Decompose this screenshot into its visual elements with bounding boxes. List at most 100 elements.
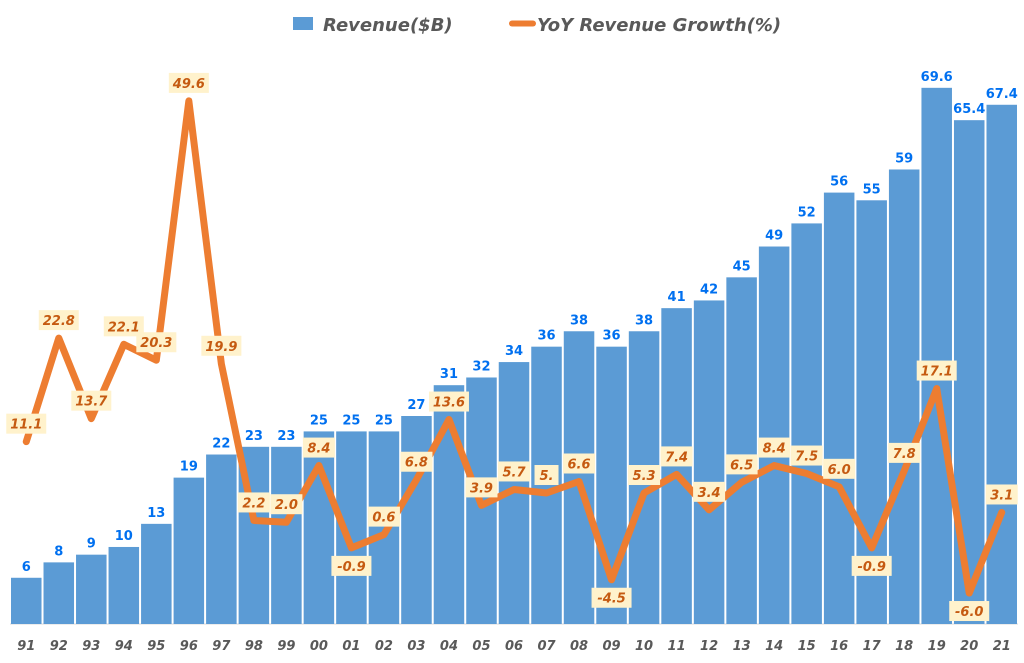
bar-94: [109, 547, 140, 624]
bar-label-06: 34: [505, 344, 523, 359]
growth-label-text: 7.4: [665, 450, 688, 465]
bar-label-16: 56: [830, 175, 848, 190]
growth-label-text: 2.0: [275, 498, 298, 513]
x-tick-91: 91: [17, 639, 35, 654]
legend: Revenue($B) YoY Revenue Growth(%): [293, 15, 781, 36]
bar-label-18: 59: [895, 151, 913, 166]
bar-16: [824, 193, 855, 624]
growth-label-14: 8.4: [758, 438, 790, 458]
bar-12: [694, 300, 725, 624]
bar-92: [44, 562, 75, 624]
growth-label-03: 6.8: [400, 452, 432, 472]
bar-label-13: 45: [733, 259, 751, 274]
bar-label-97: 22: [212, 437, 230, 452]
x-tick-10: 10: [635, 639, 653, 654]
x-tick-21: 21: [993, 639, 1011, 654]
growth-label-text: 5.7: [502, 465, 526, 480]
bar-label-07: 36: [537, 329, 555, 344]
growth-label-06: 5.7: [498, 461, 530, 481]
x-tick-15: 15: [798, 639, 816, 654]
bar-96: [174, 478, 205, 624]
bar-99: [271, 447, 302, 624]
x-tick-12: 12: [700, 639, 718, 654]
bar-label-08: 38: [570, 313, 588, 328]
growth-label-21: 3.1: [986, 484, 1018, 504]
bar-91: [11, 578, 42, 624]
x-tick-96: 96: [180, 639, 198, 654]
growth-label-text: 8.4: [763, 442, 786, 457]
growth-label-text: -6.0: [955, 605, 983, 620]
bar-label-94: 10: [115, 529, 133, 544]
growth-label-95: 20.3: [136, 332, 176, 352]
x-tick-05: 05: [472, 639, 490, 654]
growth-label-text: -4.5: [597, 592, 625, 607]
growth-label-98: 2.2: [238, 492, 270, 512]
x-tick-04: 04: [440, 639, 458, 654]
growth-label-text: 6.0: [828, 463, 851, 478]
bar-95: [141, 524, 172, 624]
growth-label-00: 8.4: [303, 438, 335, 458]
bar-label-19: 69.6: [921, 70, 953, 85]
growth-label-13: 6.5: [726, 454, 758, 474]
bar-07: [531, 347, 562, 624]
growth-label-91: 11.1: [6, 414, 46, 434]
bar-label-03: 27: [407, 398, 425, 413]
x-tick-92: 92: [50, 639, 68, 654]
growth-label-04: 13.6: [429, 392, 469, 412]
growth-label-text: 5.3: [633, 469, 656, 484]
growth-label-97: 19.9: [201, 336, 241, 356]
growth-label-text: 13.7: [75, 395, 108, 410]
x-tick-00: 00: [310, 639, 328, 654]
growth-label-15: 7.5: [791, 446, 823, 466]
growth-label-20: -6.0: [949, 601, 989, 621]
growth-label-text: 7.8: [893, 447, 916, 462]
growth-label-text: 5.: [540, 469, 554, 484]
growth-label-text: 7.5: [795, 450, 818, 465]
x-tick-01: 01: [342, 639, 360, 654]
x-tick-07: 07: [537, 639, 556, 654]
bar-label-15: 52: [798, 205, 816, 220]
bar-14: [759, 247, 790, 624]
bar-03: [401, 416, 432, 624]
bar-15: [791, 223, 822, 624]
x-tick-02: 02: [375, 639, 393, 654]
x-tick-16: 16: [830, 639, 848, 654]
bar-label-92: 8: [54, 544, 63, 559]
x-tick-09: 09: [603, 639, 621, 654]
bar-label-00: 25: [310, 413, 328, 428]
bar-label-96: 19: [180, 460, 198, 475]
bar-93: [76, 555, 107, 624]
x-tick-13: 13: [733, 639, 751, 654]
growth-label-text: 22.1: [108, 320, 140, 335]
growth-label-text: 0.6: [372, 511, 395, 526]
growth-label-text: 6.8: [405, 456, 428, 471]
growth-label-text: 2.2: [242, 496, 265, 511]
bar-label-99: 23: [277, 429, 295, 444]
bar-08: [564, 331, 595, 624]
x-tick-98: 98: [245, 639, 263, 654]
growth-label-text: 6.5: [730, 458, 753, 473]
growth-label-05: 3.9: [465, 477, 497, 497]
bar-label-21: 67.4: [986, 87, 1018, 102]
growth-label-92: 22.8: [39, 310, 79, 330]
growth-label-text: 17.1: [921, 365, 953, 380]
bar-label-10: 38: [635, 313, 653, 328]
bar-label-12: 42: [700, 282, 718, 297]
bar-19: [921, 88, 952, 624]
bar-02: [369, 431, 400, 624]
bar-label-09: 36: [603, 329, 621, 344]
growth-label-96: 49.6: [169, 73, 209, 93]
growth-label-09: -4.5: [592, 588, 632, 608]
growth-label-10: 5.3: [628, 465, 660, 485]
x-tick-06: 06: [505, 639, 523, 654]
bar-label-91: 6: [22, 560, 31, 575]
bar-label-95: 13: [147, 506, 165, 521]
x-tick-14: 14: [765, 639, 783, 654]
x-tick-20: 20: [960, 639, 978, 654]
x-tick-18: 18: [895, 639, 913, 654]
growth-label-02: 0.6: [368, 507, 400, 527]
growth-label-08: 6.6: [563, 453, 595, 473]
x-tick-11: 11: [668, 639, 686, 654]
x-tick-94: 94: [115, 639, 133, 654]
